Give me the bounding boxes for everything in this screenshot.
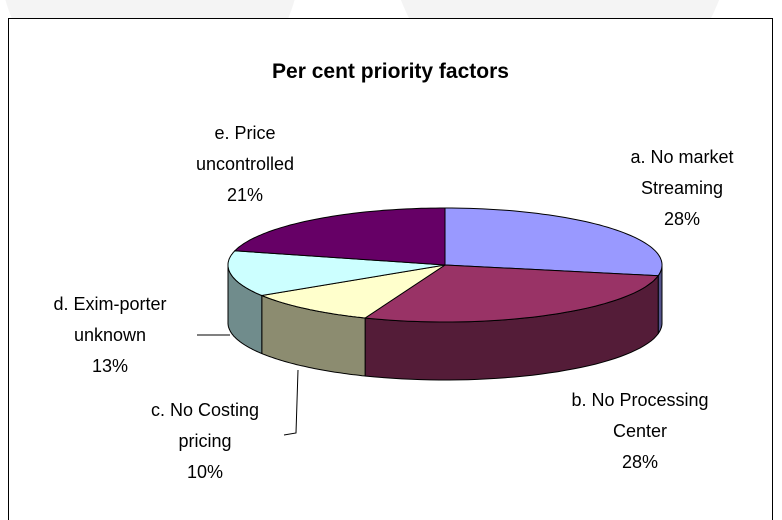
slice-label: b. No Processing Center 28% [555, 385, 725, 478]
category-label: b. No Processing Center [571, 390, 709, 441]
pie-slice [260, 264, 446, 319]
category-label: e. Price uncontrolled [195, 123, 295, 174]
pie [227, 207, 663, 381]
value-label: 21% [226, 185, 264, 205]
value-label: 28% [663, 209, 701, 229]
pie-slice [444, 207, 663, 277]
slice-label: e. Price uncontrolled 21% [188, 118, 303, 211]
category-label: c. No Costing pricing [150, 400, 260, 451]
category-label: a. No market Streaming [630, 147, 734, 198]
value-label: 28% [621, 452, 659, 472]
pie-slice [227, 250, 446, 297]
value-label: 10% [186, 462, 224, 482]
pie-slice [363, 264, 660, 323]
category-label: d. Exim-porter unknown [53, 294, 167, 345]
value-label: 13% [91, 356, 129, 376]
slice-label: c. No Costing pricing 10% [140, 395, 270, 488]
leader-line [283, 369, 299, 436]
pie-slice [233, 207, 446, 266]
slice-label: d. Exim-porter unknown 13% [40, 289, 180, 382]
chart-title: Per cent priority factors [272, 60, 509, 83]
slice-label: a. No market Streaming 28% [617, 142, 747, 235]
